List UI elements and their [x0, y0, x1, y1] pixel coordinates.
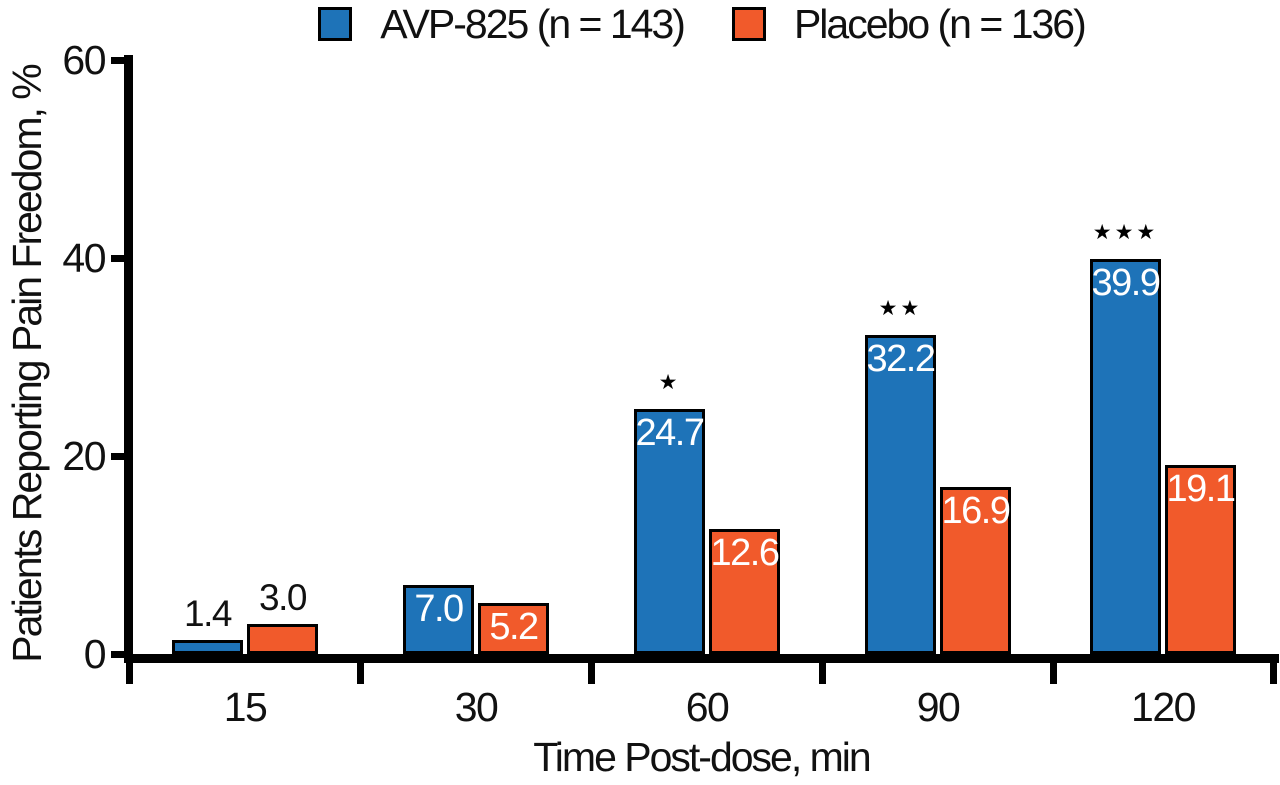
bar-value-label: 7.0: [414, 588, 464, 630]
y-axis-tick-label: 0: [83, 631, 107, 677]
x-axis-tick: [588, 663, 595, 684]
y-axis-title: Patients Reporting Pain Freedom, %: [4, 65, 50, 663]
bar-avp825-15: [172, 640, 243, 654]
significance-stars: ★★: [878, 297, 923, 320]
y-axis-tick: [111, 255, 124, 262]
x-axis-tick-label: 120: [1131, 684, 1196, 730]
legend-label-avp825: AVP-825 (n = 143): [380, 1, 686, 47]
legend-entry-placebo: Placebo (n = 136): [731, 1, 1087, 47]
bar-placebo-30: [478, 603, 549, 654]
x-axis-tick: [819, 663, 826, 684]
bar-value-label: 39.9: [1091, 262, 1161, 304]
x-axis-tick: [1050, 663, 1057, 684]
bar-value-label: 19.1: [1166, 468, 1236, 510]
y-axis-tick: [111, 453, 124, 460]
bar-avp825-90: [865, 335, 936, 654]
bar-value-label: 1.4: [184, 593, 232, 634]
x-axis-tick: [357, 663, 364, 684]
legend-swatch-placebo-icon: [731, 7, 766, 41]
y-axis-tick-label: 60: [62, 37, 106, 83]
bar-value-label: 32.2: [866, 338, 936, 380]
legend-swatch-avp825-icon: [318, 7, 353, 41]
x-axis-tick: [1270, 663, 1277, 684]
significance-stars: ★★★: [1092, 221, 1159, 244]
y-axis-tick: [111, 651, 124, 658]
bar-avp825-60: [634, 409, 705, 654]
legend-entry-avp825: AVP-825 (n = 143): [318, 1, 686, 47]
bar-value-label: 16.9: [941, 490, 1011, 532]
bar-placebo-90: [940, 487, 1011, 654]
bar-placebo-120: [1165, 465, 1236, 654]
bar-avp825-120: [1090, 259, 1161, 654]
bar-placebo-60: [709, 529, 780, 654]
y-axis-tick: [111, 57, 124, 64]
y-axis-line: [124, 55, 133, 663]
x-axis-line: [124, 654, 1279, 663]
y-axis-tick-label: 20: [62, 433, 106, 479]
x-axis-title: Time Post-dose, min: [533, 734, 871, 780]
bar-value-label: 24.7: [635, 412, 705, 454]
y-axis-tick-label: 40: [62, 235, 106, 281]
bar-value-label: 3.0: [259, 577, 307, 618]
bar-avp825-30: [403, 585, 474, 654]
x-axis-tick-label: 15: [223, 684, 268, 730]
x-axis-tick-label: 60: [685, 684, 730, 730]
significance-stars: ★: [658, 371, 681, 394]
chart-legend: AVP-825 (n = 143) Placebo (n = 136): [124, 0, 1279, 48]
x-axis-tick: [126, 663, 133, 684]
bar-value-label: 5.2: [489, 606, 539, 648]
x-axis-tick-label: 30: [454, 684, 499, 730]
bar-value-label: 12.6: [710, 532, 780, 574]
bar-placebo-15: [247, 624, 318, 654]
legend-label-placebo: Placebo (n = 136): [793, 1, 1087, 47]
x-axis-tick-label: 90: [916, 684, 961, 730]
